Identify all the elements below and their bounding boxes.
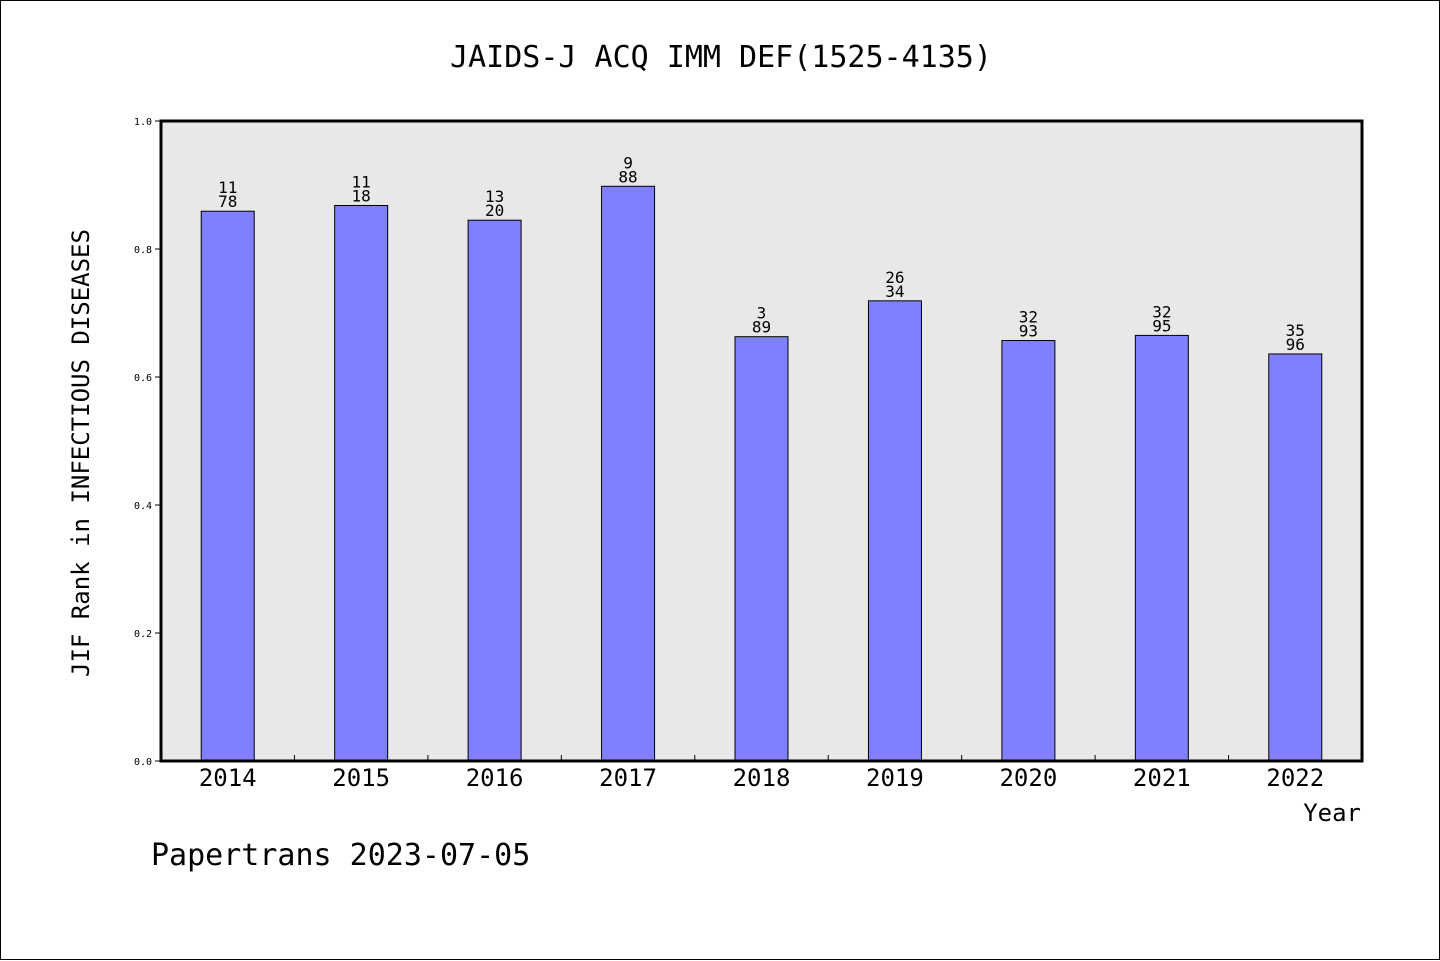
bar-rank-label: 11	[352, 172, 371, 191]
bar-2022	[1268, 353, 1323, 762]
bar-total-label: 34	[885, 282, 904, 301]
bar-2018	[734, 336, 789, 762]
bar-total-label: 89	[752, 318, 771, 337]
bar-2021	[1134, 334, 1189, 762]
y-tick-label: 0.6	[134, 373, 152, 384]
x-tick-label: 2015	[332, 764, 390, 792]
x-tick-label: 2020	[999, 764, 1057, 792]
bar-2020	[1001, 340, 1056, 762]
footer-text: Papertrans 2023-07-05	[151, 838, 530, 873]
x-axis: 2014 2015 2016 2017 2018 2019 2020 2021 2022	[199, 755, 1324, 792]
bar-rank-label: 11	[218, 178, 237, 197]
y-tick-label: 1.0	[134, 117, 152, 128]
x-tick-label: 2022	[1266, 764, 1324, 792]
bar-2014	[200, 210, 255, 762]
bar-total-label: 93	[1019, 322, 1038, 341]
x-tick-label: 2017	[599, 764, 657, 792]
y-tick-label: 0.0	[134, 757, 152, 768]
y-tick-label: 0.4	[134, 501, 152, 512]
x-axis-label: Year	[1303, 799, 1361, 827]
x-tick-label: 2016	[466, 764, 524, 792]
bar-2015	[334, 204, 389, 762]
y-axis-label: JIF Rank in INFECTIOUS DISEASES	[67, 229, 95, 677]
bar-rank-label: 26	[885, 268, 904, 287]
x-tick-label: 2021	[1133, 764, 1191, 792]
bar-total-label: 96	[1286, 335, 1305, 354]
bar-2016	[467, 219, 522, 762]
bar-total-label: 20	[485, 201, 504, 220]
bar-2019	[867, 300, 922, 762]
y-tick-label: 0.8	[134, 245, 152, 256]
bar-rank-label: 32	[1019, 308, 1038, 327]
bar-rank-label: 9	[623, 153, 633, 172]
y-axis: 0.0 0.2 0.4 0.6 0.8 1.0	[134, 117, 161, 768]
bar-total-label: 95	[1152, 316, 1171, 335]
y-tick-label: 0.2	[134, 629, 152, 640]
x-tick-label: 2018	[733, 764, 791, 792]
plot-border	[159, 119, 1364, 763]
chart-title: JAIDS-J ACQ IMM DEF(1525-4135)	[450, 40, 992, 75]
x-tick-label: 2014	[199, 764, 257, 792]
x-tick-label: 2019	[866, 764, 924, 792]
bar-total-label: 78	[218, 192, 237, 211]
bar-rank-label: 13	[485, 187, 504, 206]
bar-total-label: 18	[352, 186, 371, 205]
bar-2017	[601, 185, 656, 762]
bar-total-label: 88	[618, 167, 637, 186]
bar-rank-label: 32	[1152, 302, 1171, 321]
bar-rank-label: 35	[1286, 321, 1305, 340]
bar-rank-label: 3	[757, 304, 767, 323]
